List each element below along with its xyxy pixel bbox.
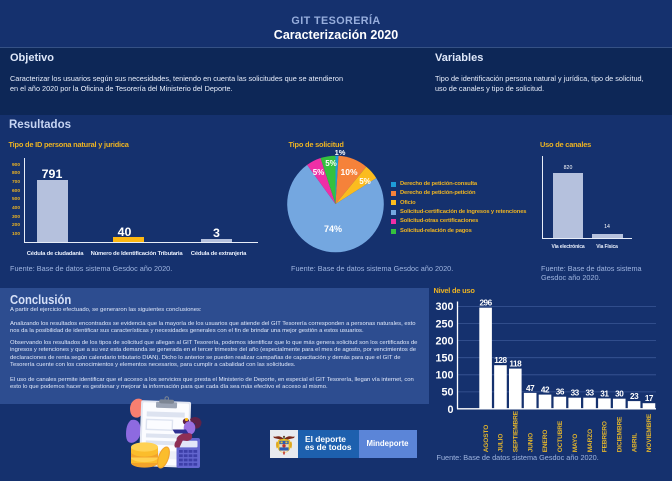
svg-text:0: 0 [447, 404, 453, 416]
svg-text:100: 100 [435, 370, 453, 382]
svg-text:MARZO: MARZO [587, 429, 594, 452]
svg-text:OCTUBRE: OCTUBRE [557, 420, 564, 452]
svg-text:47: 47 [526, 384, 535, 393]
svg-text:MAYO: MAYO [572, 434, 579, 453]
svg-text:118: 118 [509, 360, 522, 369]
svg-text:296: 296 [479, 299, 492, 308]
svg-text:ENERO: ENERO [542, 430, 549, 453]
svg-text:128: 128 [494, 356, 507, 365]
svg-text:SEPTIEMBRE: SEPTIEMBRE [513, 410, 520, 452]
svg-text:33: 33 [585, 389, 594, 398]
svg-text:JUNIO: JUNIO [527, 433, 534, 452]
svg-text:33: 33 [571, 389, 580, 398]
svg-text:JULIO: JULIO [498, 434, 505, 453]
svg-text:FEBRERO: FEBRERO [602, 421, 609, 452]
svg-text:50: 50 [441, 387, 453, 399]
svg-text:250: 250 [435, 318, 453, 330]
svg-text:150: 150 [435, 353, 453, 365]
svg-text:23: 23 [630, 392, 639, 401]
svg-text:NOVIEMBRE: NOVIEMBRE [646, 413, 653, 452]
svg-text:31: 31 [600, 389, 609, 398]
svg-text:300: 300 [435, 301, 453, 313]
svg-text:200: 200 [435, 335, 453, 347]
svg-text:42: 42 [541, 386, 550, 395]
svg-text:30: 30 [615, 390, 624, 399]
svg-text:AGOSTO: AGOSTO [483, 425, 490, 452]
svg-text:DICIEMBRE: DICIEMBRE [616, 416, 623, 452]
svg-text:ABRIL: ABRIL [631, 433, 638, 452]
svg-text:36: 36 [556, 388, 565, 397]
svg-text:17: 17 [645, 394, 654, 403]
